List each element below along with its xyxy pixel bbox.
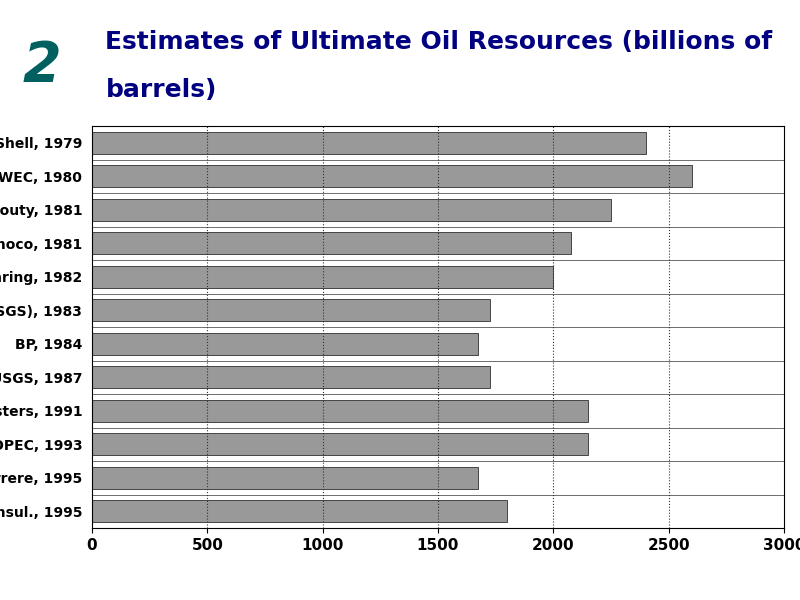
Bar: [92, 500, 507, 522]
Bar: [92, 333, 478, 355]
Text: Estimates of Ultimate Oil Resources (billions of: Estimates of Ultimate Oil Resources (bil…: [106, 30, 773, 54]
Bar: [92, 266, 554, 287]
Bar: [92, 433, 588, 455]
Bar: [92, 467, 478, 488]
Bar: [92, 166, 692, 187]
Bar: [92, 299, 490, 321]
Bar: [92, 367, 490, 388]
Bar: [92, 132, 646, 154]
Text: barrels): barrels): [106, 78, 217, 102]
Bar: [92, 232, 570, 254]
Bar: [92, 199, 611, 221]
Text: 2: 2: [22, 39, 62, 93]
Bar: [92, 400, 588, 422]
